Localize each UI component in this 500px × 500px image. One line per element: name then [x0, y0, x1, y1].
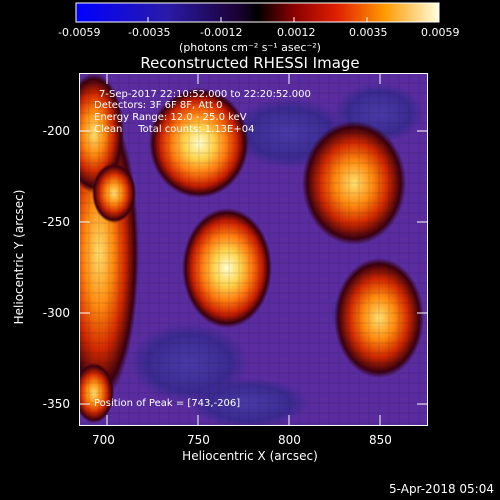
- info-method-counts: Clean Total counts: 1.13E+04: [94, 124, 255, 135]
- colorbar-tick-6: 0.0059: [421, 26, 460, 39]
- info-detectors: Detectors: 3F 6F 8F, Att 0: [94, 100, 223, 111]
- x-tick-label: 750: [187, 433, 210, 447]
- y-tick-label: -200: [42, 124, 70, 138]
- colorbar-tick-1: -0.0059: [58, 26, 101, 39]
- x-tick-label: 850: [369, 433, 392, 447]
- plot-title: Reconstructed RHESSI Image: [140, 54, 360, 72]
- colorbar-units: (photons cm⁻² s⁻¹ asec⁻²): [179, 41, 321, 54]
- x-tick-label: 800: [278, 433, 301, 447]
- y-tick-label: -350: [42, 397, 70, 411]
- y-axis-label: Heliocentric Y (arcsec): [12, 189, 26, 325]
- colorbar-tick-4: 0.0012: [277, 26, 316, 39]
- colorbar-tick-2: -0.0035: [128, 26, 171, 39]
- y-tick-label: -300: [42, 306, 70, 320]
- colorbar-tick-3: -0.0012: [200, 26, 243, 39]
- y-tick-label: -250: [42, 215, 70, 229]
- colorbar-tick-5: 0.0035: [349, 26, 388, 39]
- x-tick-label: 700: [92, 433, 115, 447]
- rhessi-image: [79, 73, 427, 425]
- info-time-range: 7-Sep-2017 22:10:52.000 to 22:20:52.000: [99, 89, 311, 100]
- render-timestamp: 5-Apr-2018 05:04: [389, 482, 494, 496]
- info-peak-position: Position of Peak = [743,-206]: [94, 398, 241, 409]
- info-energy-range: Energy Range: 12.0 - 25.0 keV: [94, 112, 247, 123]
- x-axis-label: Heliocentric X (arcsec): [182, 449, 318, 463]
